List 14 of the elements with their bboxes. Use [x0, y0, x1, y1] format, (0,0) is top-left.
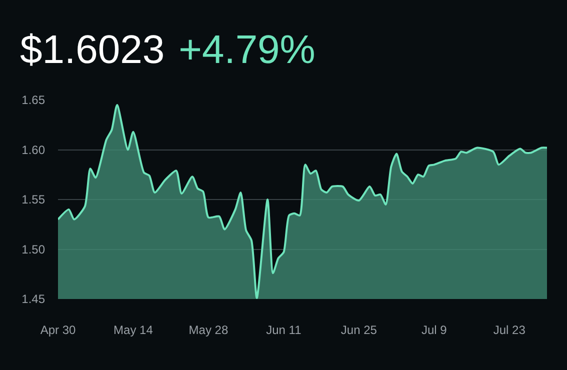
chart-subtitle: +4.79%	[178, 28, 316, 72]
y-tick-label: 1.45	[22, 292, 46, 306]
y-tick-label: 1.50	[22, 242, 46, 256]
x-tick-label: Jun 11	[266, 323, 302, 337]
y-tick-label: 1.55	[22, 192, 46, 207]
y-tick-label: 1.65	[22, 93, 46, 108]
x-tick-label: May 14	[114, 323, 154, 337]
x-tick-label: Jul 9	[421, 323, 448, 337]
x-tick-label: Jul 23	[493, 323, 526, 337]
x-tick-label: Jun 25	[340, 323, 378, 337]
y-tick-label: 1.60	[22, 142, 46, 157]
x-tick-label: May 28	[188, 323, 228, 337]
chart-title: $1.6023	[20, 28, 165, 72]
x-tick-label: Apr 30	[40, 323, 76, 337]
